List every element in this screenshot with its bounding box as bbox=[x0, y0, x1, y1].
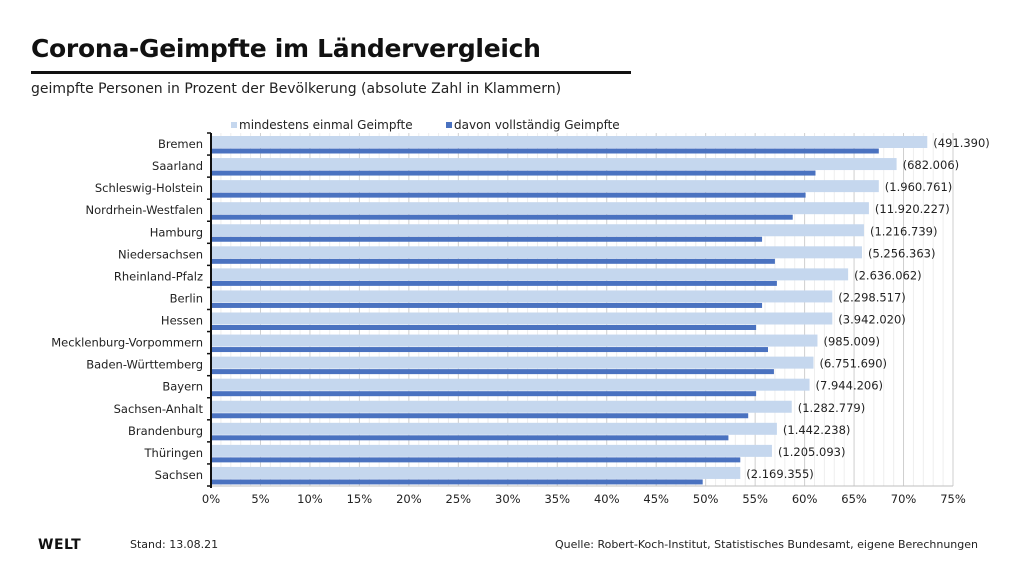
x-tick-label: 60% bbox=[792, 492, 818, 506]
bar-first-dose bbox=[211, 158, 897, 171]
category-label: Sachsen-Anhalt bbox=[114, 402, 204, 416]
x-tick-label: 40% bbox=[594, 492, 620, 506]
bar-first-dose bbox=[211, 422, 777, 435]
title-divider bbox=[31, 71, 631, 74]
bar-fully-vaccinated bbox=[211, 148, 879, 154]
bar-fully-vaccinated bbox=[211, 347, 768, 353]
bar-first-dose bbox=[211, 268, 849, 281]
x-tick-label: 20% bbox=[396, 492, 422, 506]
bar-first-dose bbox=[211, 466, 741, 479]
bar-first-dose bbox=[211, 400, 792, 413]
x-tick-label: 50% bbox=[693, 492, 719, 506]
bar-fully-vaccinated bbox=[211, 479, 703, 485]
bar-first-dose bbox=[211, 180, 879, 193]
x-tick-label: 10% bbox=[297, 492, 323, 506]
bar-first-dose bbox=[211, 290, 833, 303]
bar-first-dose bbox=[211, 312, 833, 325]
x-tick-label: 15% bbox=[347, 492, 373, 506]
category-label: Niedersachsen bbox=[118, 247, 203, 261]
bar-fully-vaccinated bbox=[211, 435, 729, 441]
category-label: Bayern bbox=[162, 380, 203, 394]
category-label: Baden-Württemberg bbox=[86, 358, 203, 372]
chart-subtitle: geimpfte Personen in Prozent der Bevölke… bbox=[31, 81, 562, 97]
bar-first-dose bbox=[211, 202, 869, 215]
category-label: Berlin bbox=[170, 291, 203, 305]
absolute-count-label: (3.942.020) bbox=[838, 313, 906, 327]
chart-title: Corona-Geimpfte im Ländervergleich bbox=[31, 34, 541, 63]
legend-swatch bbox=[231, 122, 237, 128]
absolute-count-label: (5.256.363) bbox=[868, 246, 936, 260]
absolute-count-label: (1.442.238) bbox=[783, 423, 851, 437]
bar-fully-vaccinated bbox=[211, 192, 806, 198]
x-tick-label: 75% bbox=[940, 492, 966, 506]
bar-first-dose bbox=[211, 378, 810, 391]
absolute-count-label: (6.751.690) bbox=[820, 357, 888, 371]
absolute-count-label: (1.282.779) bbox=[798, 401, 866, 415]
absolute-count-label: (11.920.227) bbox=[875, 202, 950, 216]
bar-fully-vaccinated bbox=[211, 170, 816, 176]
footer-date: Stand: 13.08.21 bbox=[130, 538, 219, 551]
absolute-count-label: (7.944.206) bbox=[816, 379, 884, 393]
x-tick-label: 5% bbox=[251, 492, 269, 506]
bar-first-dose bbox=[211, 334, 818, 347]
bar-first-dose bbox=[211, 444, 772, 457]
legend-label: davon vollständig Geimpfte bbox=[454, 118, 620, 132]
x-tick-label: 30% bbox=[495, 492, 521, 506]
x-tick-label: 45% bbox=[643, 492, 669, 506]
bar-fully-vaccinated bbox=[211, 302, 763, 308]
category-label: Mecklenburg-Vorpommern bbox=[51, 336, 203, 350]
x-tick-label: 65% bbox=[841, 492, 867, 506]
welt-logo: WELT bbox=[38, 537, 82, 553]
absolute-count-label: (491.390) bbox=[933, 136, 990, 150]
x-tick-label: 70% bbox=[891, 492, 917, 506]
legend-label: mindestens einmal Geimpfte bbox=[239, 118, 413, 132]
footer-source: Quelle: Robert-Koch-Institut, Statistisc… bbox=[554, 538, 978, 551]
category-label: Schleswig-Holstein bbox=[95, 181, 203, 195]
absolute-count-label: (2.636.062) bbox=[854, 268, 922, 282]
category-label: Brandenburg bbox=[128, 424, 203, 438]
category-label: Nordrhein-Westfalen bbox=[86, 203, 203, 217]
bar-fully-vaccinated bbox=[211, 325, 757, 330]
bar-fully-vaccinated bbox=[211, 280, 777, 286]
bar-fully-vaccinated bbox=[211, 369, 774, 375]
category-label: Hessen bbox=[161, 314, 203, 328]
category-label: Saarland bbox=[152, 159, 203, 173]
category-label: Bremen bbox=[158, 137, 203, 151]
bar-first-dose bbox=[211, 224, 864, 237]
x-tick-label: 35% bbox=[544, 492, 570, 506]
absolute-count-label: (1.205.093) bbox=[778, 445, 846, 459]
category-label: Rheinland-Pfalz bbox=[114, 269, 203, 283]
x-tick-label: 0% bbox=[202, 492, 220, 506]
absolute-count-label: (1.960.761) bbox=[885, 180, 953, 194]
bar-fully-vaccinated bbox=[211, 236, 763, 242]
bar-fully-vaccinated bbox=[211, 214, 793, 220]
category-label: Hamburg bbox=[150, 225, 203, 239]
category-label: Sachsen bbox=[155, 468, 203, 482]
absolute-count-label: (682.006) bbox=[903, 158, 960, 172]
absolute-count-label: (985.009) bbox=[823, 335, 880, 349]
absolute-count-label: (2.298.517) bbox=[838, 290, 906, 304]
bar-fully-vaccinated bbox=[211, 457, 741, 463]
x-tick-label: 25% bbox=[446, 492, 472, 506]
bar-first-dose bbox=[211, 356, 814, 369]
absolute-count-label: (1.216.739) bbox=[870, 224, 938, 238]
bar-first-dose bbox=[211, 136, 928, 148]
absolute-count-label: (2.169.355) bbox=[746, 467, 814, 481]
legend-swatch bbox=[446, 122, 452, 128]
bar-fully-vaccinated bbox=[211, 413, 749, 419]
bar-fully-vaccinated bbox=[211, 258, 775, 264]
x-tick-label: 55% bbox=[742, 492, 768, 506]
bar-fully-vaccinated bbox=[211, 391, 757, 397]
bar-first-dose bbox=[211, 246, 862, 259]
category-label: Thüringen bbox=[144, 446, 203, 460]
